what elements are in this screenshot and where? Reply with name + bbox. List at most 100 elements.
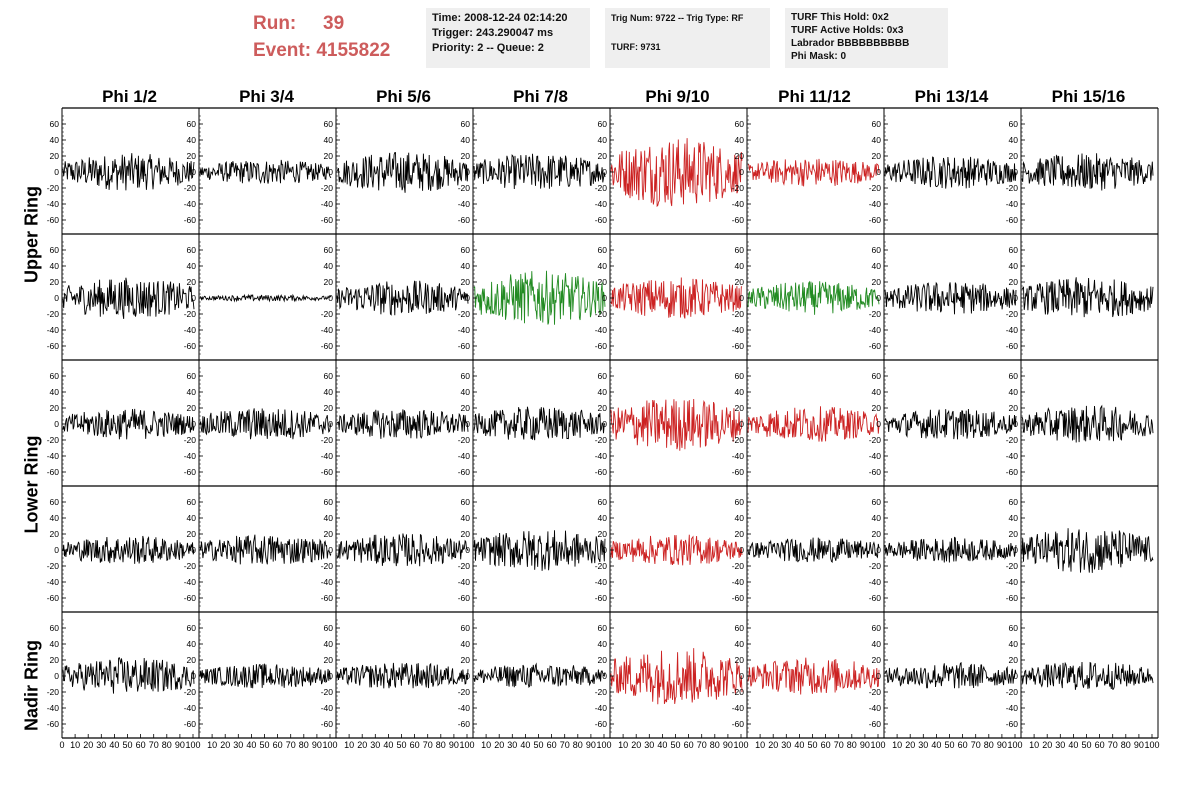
y-tick-label: 40 <box>324 639 334 649</box>
y-tick-label: -40 <box>321 703 334 713</box>
y-tick-label: -20 <box>1006 687 1019 697</box>
y-tick-label: 60 <box>1009 623 1019 633</box>
waveform-trace <box>884 408 1017 440</box>
y-tick-label: -20 <box>321 687 334 697</box>
y-tick-label: 40 <box>461 639 471 649</box>
y-tick-label: -40 <box>184 577 197 587</box>
y-tick-label: -40 <box>1006 325 1019 335</box>
y-tick-label: -60 <box>732 215 745 225</box>
y-tick-label: -40 <box>595 577 608 587</box>
y-tick-label: -40 <box>458 577 471 587</box>
y-tick-label: -20 <box>595 435 608 445</box>
y-tick-label: 60 <box>461 245 471 255</box>
x-tick-label: 10 <box>618 740 628 750</box>
x-tick-label: 60 <box>684 740 694 750</box>
x-tick-label: 70 <box>1108 740 1118 750</box>
y-tick-label: 60 <box>187 245 197 255</box>
waveform-trace <box>199 293 332 303</box>
y-tick-label: 60 <box>735 623 745 633</box>
y-tick-label: 40 <box>872 135 882 145</box>
y-tick-label: 40 <box>735 387 745 397</box>
y-tick-label: 20 <box>461 277 471 287</box>
turf-hold-text: TURF This Hold: 0x2 <box>791 12 889 23</box>
y-tick-label: -40 <box>321 451 334 461</box>
y-tick-label: -40 <box>595 199 608 209</box>
y-tick-label: 40 <box>1009 387 1019 397</box>
x-tick-label: 70 <box>560 740 570 750</box>
y-tick-label: -40 <box>321 325 334 335</box>
y-tick-label: -20 <box>732 561 745 571</box>
x-tick-label: 30 <box>1055 740 1065 750</box>
x-tick-label: 40 <box>931 740 941 750</box>
y-tick-label: 40 <box>1009 639 1019 649</box>
x-tick-label: 20 <box>357 740 367 750</box>
y-tick-label: -20 <box>458 183 471 193</box>
y-tick-label: -40 <box>595 451 608 461</box>
waveform-trace <box>884 661 1017 689</box>
waveform-trace <box>1021 528 1154 573</box>
column-title: Phi 3/4 <box>239 87 294 106</box>
y-tick-label: -40 <box>458 703 471 713</box>
y-tick-label: 40 <box>187 513 197 523</box>
y-tick-label: -60 <box>321 467 334 477</box>
y-tick-label: -40 <box>184 703 197 713</box>
waveform-trace <box>747 158 880 187</box>
y-tick-label: -60 <box>732 467 745 477</box>
y-tick-label: -60 <box>184 341 197 351</box>
y-tick-label: -40 <box>732 703 745 713</box>
y-tick-label: 0 <box>465 167 470 177</box>
waveform-trace <box>747 280 880 315</box>
x-tick-label: 50 <box>533 740 543 750</box>
y-tick-label: 20 <box>598 151 608 161</box>
y-tick-label: 0 <box>602 545 607 555</box>
x-tick-label: 50 <box>259 740 269 750</box>
x-tick-label: 10 <box>70 740 80 750</box>
y-tick-label: 20 <box>461 655 471 665</box>
y-tick-label: 60 <box>872 623 882 633</box>
x-tick-label: 30 <box>918 740 928 750</box>
y-tick-label: -60 <box>732 719 745 729</box>
y-tick-label: 60 <box>598 245 608 255</box>
y-tick-label: -20 <box>47 435 60 445</box>
y-tick-label: -40 <box>595 325 608 335</box>
y-tick-label: 20 <box>598 655 608 665</box>
y-tick-label: -20 <box>321 561 334 571</box>
x-tick-label: 10 <box>755 740 765 750</box>
time-info-box: Time: 2008-12-24 02:14:20 Trigger: 243.2… <box>426 8 590 68</box>
time-text: Time: 2008-12-24 02:14:20 <box>432 12 568 24</box>
y-tick-label: -20 <box>1006 183 1019 193</box>
y-tick-label: 40 <box>461 513 471 523</box>
y-tick-label: 60 <box>735 497 745 507</box>
x-tick-label: 70 <box>423 740 433 750</box>
y-tick-label: -60 <box>869 341 882 351</box>
y-tick-label: 0 <box>191 545 196 555</box>
waveform-trace <box>62 153 195 191</box>
y-tick-label: -20 <box>595 183 608 193</box>
y-tick-label: -20 <box>869 687 882 697</box>
y-tick-label: 20 <box>50 403 60 413</box>
y-tick-label: 20 <box>1009 655 1019 665</box>
y-tick-label: 40 <box>50 387 60 397</box>
x-tick-label: 20 <box>83 740 93 750</box>
x-tick-label: 80 <box>984 740 994 750</box>
y-tick-label: 40 <box>735 513 745 523</box>
x-tick-label: 20 <box>494 740 504 750</box>
y-tick-label: 0 <box>54 545 59 555</box>
y-tick-label: -20 <box>184 687 197 697</box>
y-tick-label: 40 <box>735 135 745 145</box>
y-tick-label: 0 <box>328 167 333 177</box>
y-tick-label: 0 <box>876 419 881 429</box>
y-tick-label: -20 <box>321 435 334 445</box>
y-tick-label: -60 <box>321 593 334 603</box>
y-tick-label: 0 <box>54 167 59 177</box>
y-tick-label: 20 <box>735 277 745 287</box>
y-tick-label: 20 <box>1009 277 1019 287</box>
y-tick-label: 20 <box>461 151 471 161</box>
y-tick-label: 60 <box>461 371 471 381</box>
x-tick-label: 80 <box>299 740 309 750</box>
y-tick-label: 40 <box>872 387 882 397</box>
y-tick-label: -60 <box>321 719 334 729</box>
trig-info-box: Trig Num: 9722 -- Trig Type: RF TURF: 97… <box>605 8 770 68</box>
x-tick-label: 80 <box>162 740 172 750</box>
x-tick-label: 30 <box>233 740 243 750</box>
